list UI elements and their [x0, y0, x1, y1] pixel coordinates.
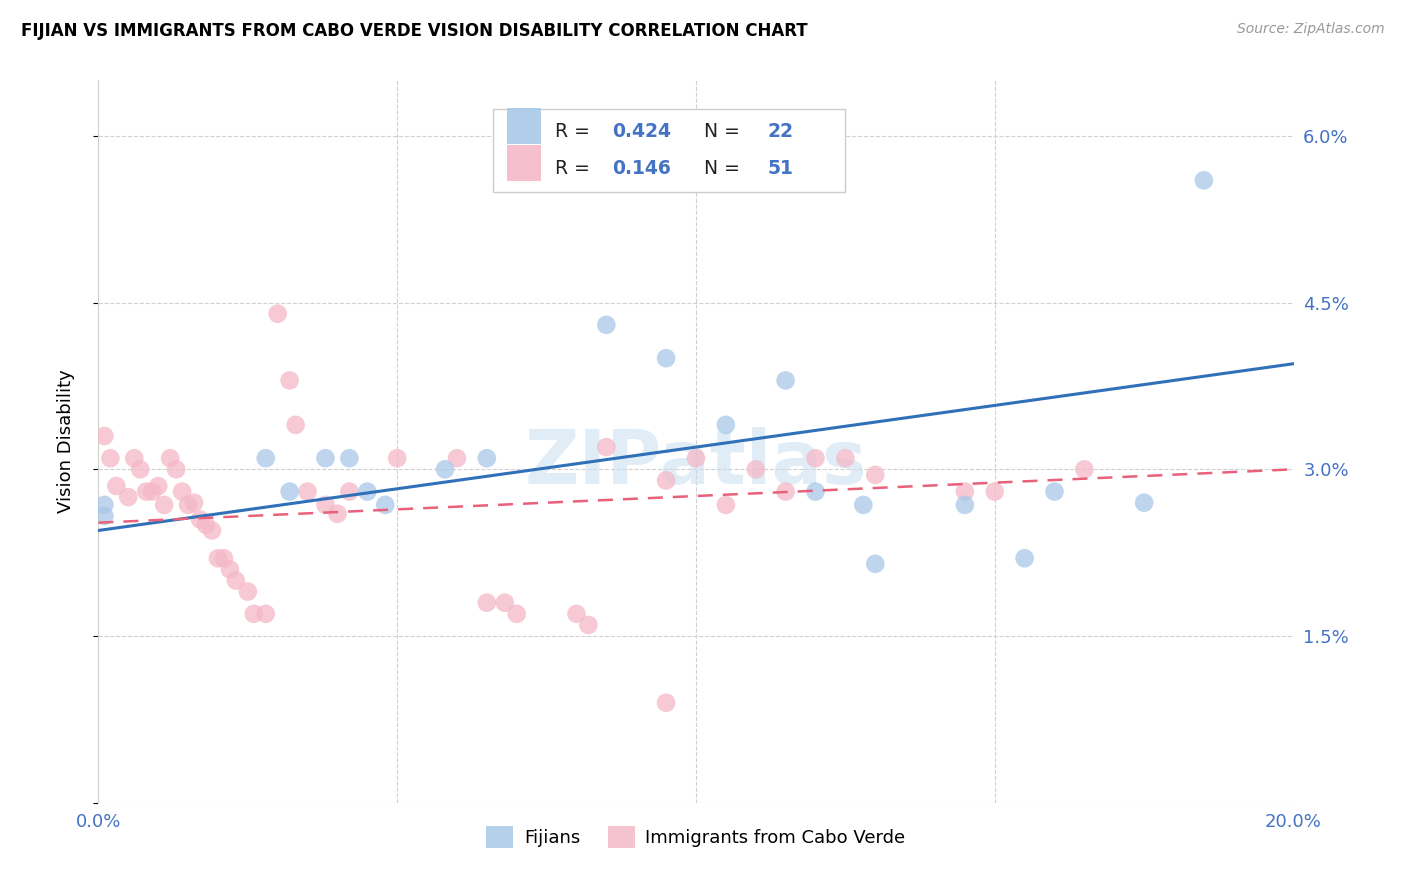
Point [172, 484, 194, 499]
Point [745, 462, 768, 476]
Point [254, 607, 277, 621]
Point [195, 517, 218, 532]
Point [177, 498, 200, 512]
Point [804, 484, 827, 499]
Point [1014, 551, 1036, 566]
Point [278, 484, 301, 499]
Point [153, 498, 176, 512]
Point [1192, 173, 1215, 187]
Point [105, 479, 128, 493]
Point [865, 467, 887, 482]
Point [165, 462, 187, 476]
Point [834, 451, 856, 466]
Point [183, 496, 205, 510]
Point [117, 490, 139, 504]
Point [315, 451, 337, 466]
Bar [508, 108, 541, 145]
Point [446, 451, 468, 466]
Text: Source: ZipAtlas.com: Source: ZipAtlas.com [1237, 22, 1385, 37]
Point [159, 451, 181, 466]
Point [385, 451, 409, 466]
Text: 22: 22 [768, 121, 793, 141]
Point [243, 607, 266, 621]
Point [124, 451, 146, 466]
Y-axis label: Vision Disability: Vision Disability [56, 369, 75, 514]
Point [475, 596, 498, 610]
Point [578, 618, 600, 632]
Point [865, 557, 887, 571]
Point [188, 512, 211, 526]
Point [655, 351, 678, 366]
Point [374, 498, 396, 512]
Point [714, 417, 737, 432]
Point [1133, 496, 1156, 510]
Point [326, 507, 349, 521]
Point [775, 373, 797, 387]
Point [339, 484, 361, 499]
Point [1043, 484, 1066, 499]
Point [207, 551, 229, 566]
Point [595, 440, 617, 454]
Point [655, 474, 678, 488]
Point [93, 498, 115, 512]
Point [212, 551, 235, 566]
Point [685, 451, 707, 466]
Text: ZIPatlas: ZIPatlas [524, 426, 868, 500]
Point [953, 498, 976, 512]
Point [953, 484, 976, 499]
Point [1073, 462, 1095, 476]
Text: N =: N = [692, 121, 747, 141]
FancyBboxPatch shape [494, 109, 845, 193]
Point [278, 373, 301, 387]
Point [356, 484, 378, 499]
Text: 0.146: 0.146 [613, 159, 671, 178]
Text: FIJIAN VS IMMIGRANTS FROM CABO VERDE VISION DISABILITY CORRELATION CHART: FIJIAN VS IMMIGRANTS FROM CABO VERDE VIS… [21, 22, 807, 40]
Point [225, 574, 247, 588]
Point [284, 417, 307, 432]
Point [315, 498, 337, 512]
Point [775, 484, 797, 499]
Point [434, 462, 457, 476]
Legend: Fijians, Immigrants from Cabo Verde: Fijians, Immigrants from Cabo Verde [479, 819, 912, 855]
Point [475, 451, 498, 466]
Point [98, 451, 122, 466]
Point [219, 562, 242, 576]
Text: 51: 51 [768, 159, 793, 178]
Bar [508, 145, 541, 181]
Point [804, 451, 827, 466]
Point [93, 508, 115, 523]
Point [297, 484, 319, 499]
Point [93, 429, 115, 443]
Text: R =: R = [555, 159, 596, 178]
Point [141, 484, 163, 499]
Point [984, 484, 1007, 499]
Point [148, 479, 170, 493]
Point [595, 318, 617, 332]
Point [267, 307, 290, 321]
Text: 0.424: 0.424 [613, 121, 671, 141]
Point [506, 607, 529, 621]
Point [254, 451, 277, 466]
Point [494, 596, 516, 610]
Point [129, 462, 152, 476]
Point [655, 696, 678, 710]
Text: R =: R = [555, 121, 596, 141]
Point [714, 498, 737, 512]
Text: N =: N = [692, 159, 747, 178]
Point [236, 584, 259, 599]
Point [201, 524, 224, 538]
Point [339, 451, 361, 466]
Point [852, 498, 875, 512]
Point [565, 607, 588, 621]
Point [135, 484, 157, 499]
